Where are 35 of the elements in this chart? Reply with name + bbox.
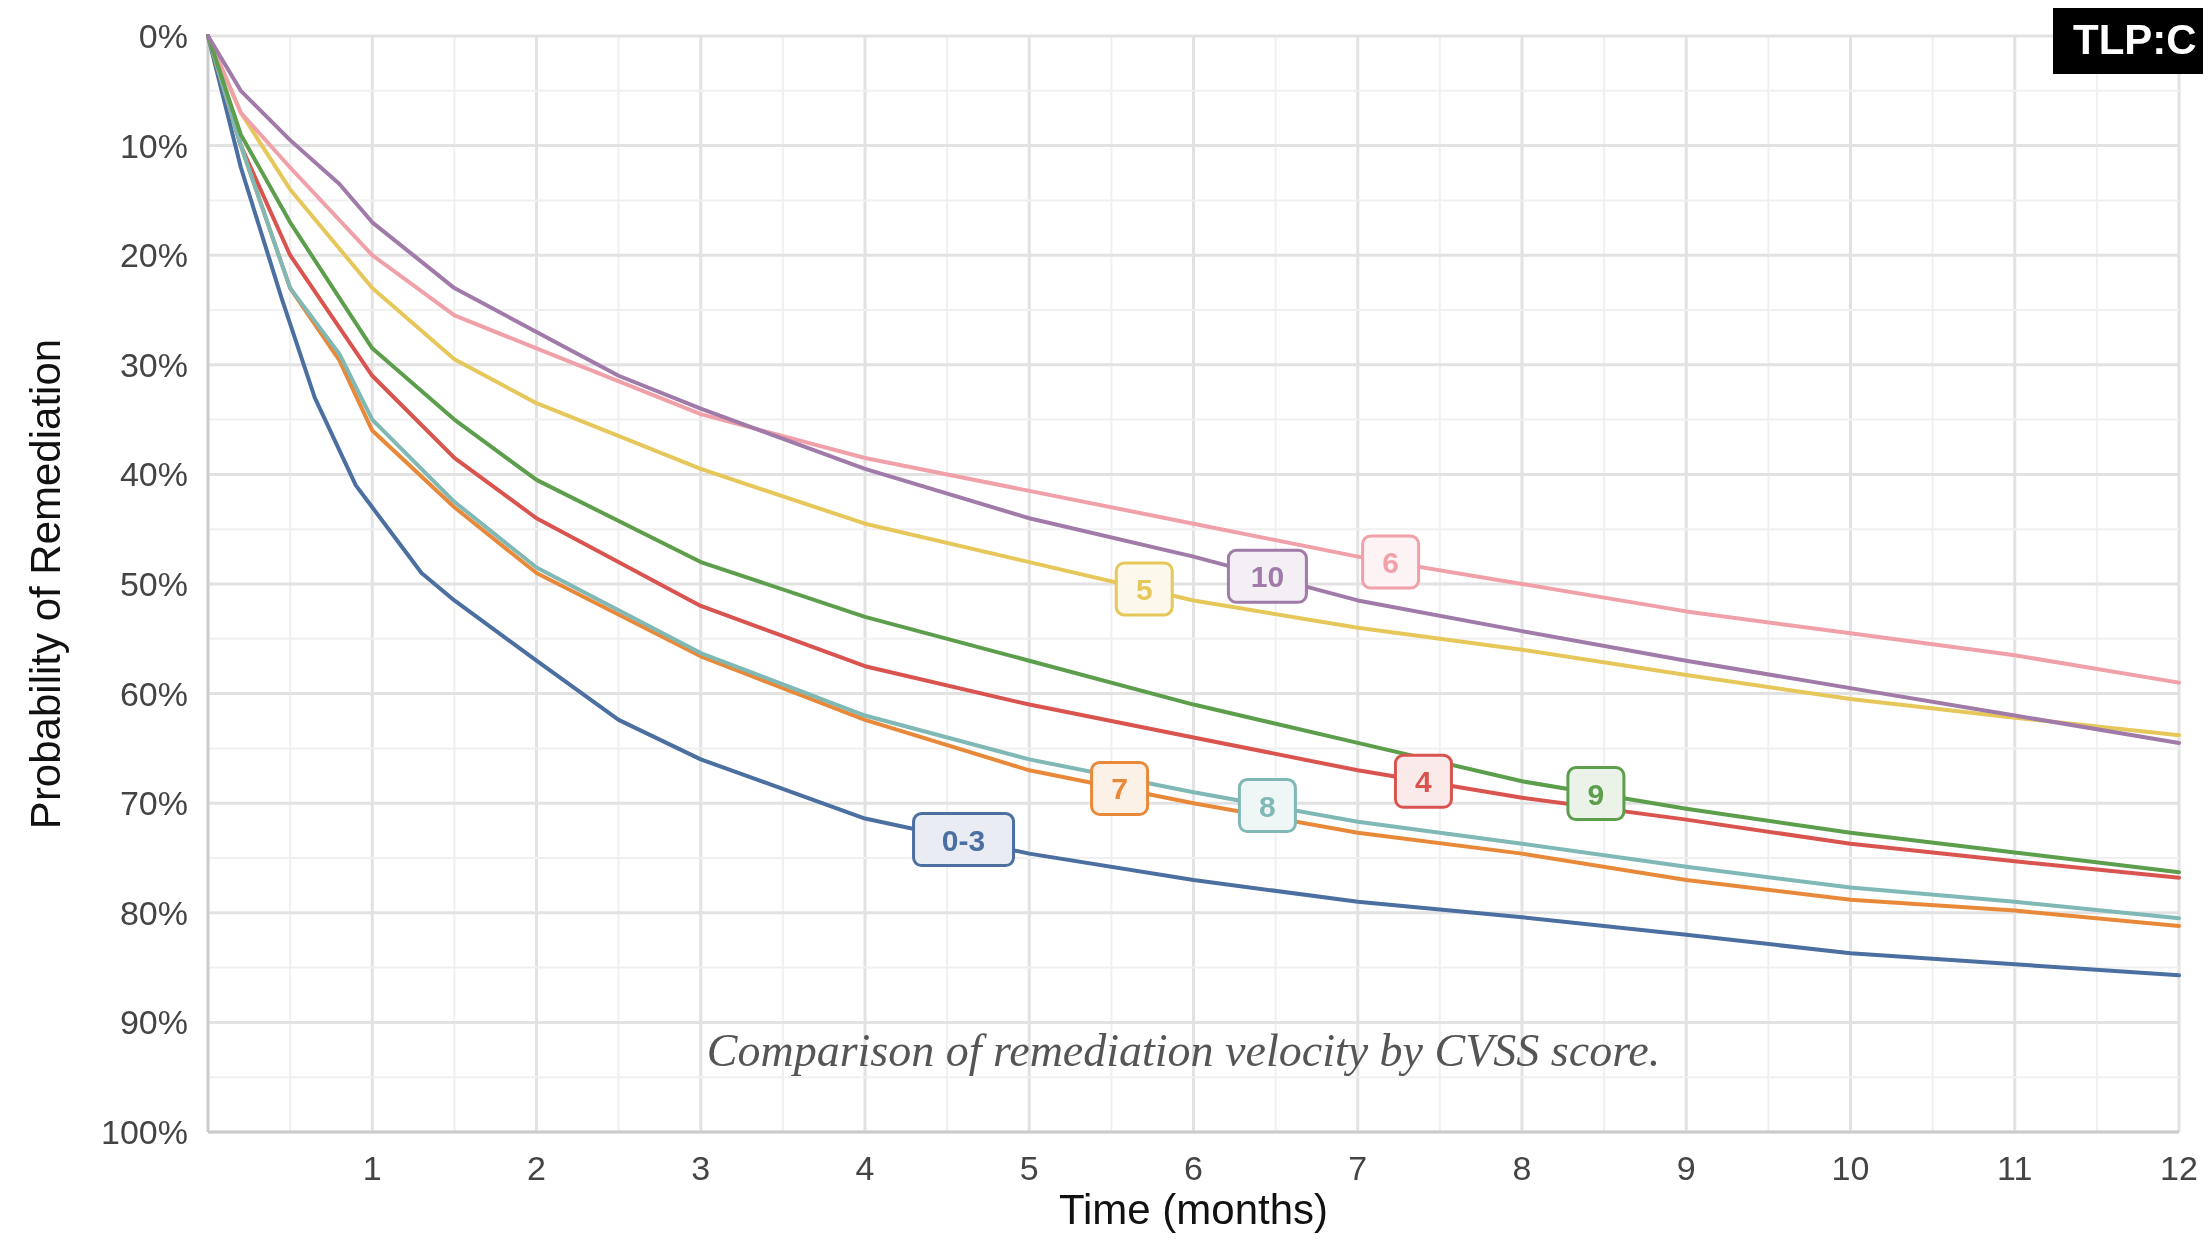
series-label: 8 <box>1259 789 1276 823</box>
x-tick-label: 2 <box>527 1149 546 1187</box>
y-tick-label: 50% <box>119 565 188 603</box>
y-tick-label: 10% <box>119 126 188 165</box>
x-tick-label: 5 <box>1019 1149 1039 1187</box>
x-tick-label: 4 <box>855 1149 875 1187</box>
series-label: 4 <box>1415 765 1433 799</box>
series-label: 7 <box>1111 772 1128 806</box>
y-tick-label: 0% <box>138 17 188 55</box>
y-tick-label: 70% <box>119 784 188 823</box>
y-tick-label: 40% <box>119 455 188 494</box>
x-tick-label: 12 <box>2160 1149 2198 1187</box>
x-tick-label: 6 <box>1184 1149 1203 1187</box>
series-label: 0-3 <box>941 823 986 857</box>
annotation: TLP:C <box>2073 16 2197 63</box>
x-tick-label: 9 <box>1676 1149 1696 1187</box>
annotation: Comparison of remediation velocity by CVSS score. <box>706 1025 1661 1077</box>
x-tick-label: 7 <box>1348 1149 1368 1187</box>
x-tick-label: 1 <box>362 1149 382 1187</box>
series-label: 10 <box>1250 560 1285 594</box>
x-tick-label: 10 <box>1831 1149 1870 1187</box>
y-tick-label: 80% <box>119 893 188 932</box>
x-tick-label: 3 <box>691 1149 711 1187</box>
x-axis-title: Time (months) <box>1058 1186 1329 1233</box>
y-tick-label: 20% <box>119 236 188 275</box>
x-tick-label: 11 <box>1997 1149 2033 1187</box>
y-tick-label: 30% <box>119 345 188 384</box>
series-label: 9 <box>1587 777 1605 811</box>
y-tick-label: 90% <box>119 1003 188 1042</box>
y-tick-label: 100% <box>101 1113 188 1151</box>
series-label: 5 <box>1135 572 1153 606</box>
series-label: 6 <box>1382 546 1399 580</box>
y-tick-label: 60% <box>119 674 188 713</box>
x-tick-label: 8 <box>1512 1149 1532 1187</box>
y-axis-title: Probability of Remediation <box>22 338 69 830</box>
